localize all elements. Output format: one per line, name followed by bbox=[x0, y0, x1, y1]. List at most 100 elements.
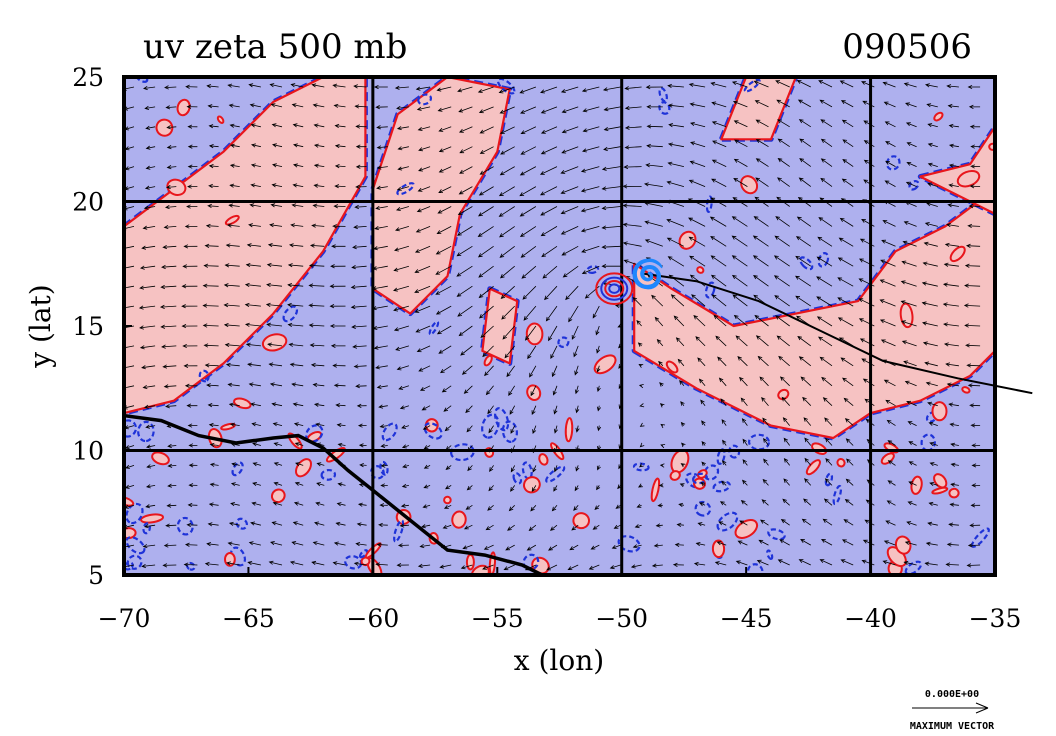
wind-vector bbox=[613, 524, 621, 529]
wind-vector bbox=[798, 559, 811, 566]
wind-vector bbox=[924, 561, 938, 566]
wind-vector bbox=[435, 265, 452, 275]
wind-vector bbox=[659, 403, 665, 408]
negative-contour-blob bbox=[320, 468, 337, 481]
wind-vector bbox=[290, 83, 304, 88]
wind-vector bbox=[229, 123, 240, 128]
wind-vector bbox=[946, 382, 959, 387]
wind-vector bbox=[145, 165, 156, 170]
wind-vector bbox=[166, 503, 177, 508]
wind-vector bbox=[354, 104, 367, 109]
wind-vector bbox=[970, 503, 981, 508]
wind-vector bbox=[417, 126, 431, 131]
wind-vector bbox=[333, 103, 346, 108]
negative-contour-blob bbox=[417, 93, 433, 106]
wind-vector bbox=[717, 356, 727, 367]
wind-vector bbox=[485, 524, 494, 531]
negative-contour-blob bbox=[137, 420, 155, 443]
wind-vector bbox=[527, 345, 537, 360]
wind-vector bbox=[900, 320, 917, 327]
wind-vector bbox=[206, 383, 219, 388]
wind-vector bbox=[314, 521, 325, 526]
wind-vector bbox=[903, 360, 917, 367]
wind-vector bbox=[659, 463, 665, 468]
wind-vector bbox=[288, 243, 304, 248]
wind-vector bbox=[167, 483, 177, 488]
wind-vector bbox=[204, 363, 219, 368]
wind-vector bbox=[423, 464, 431, 469]
wind-vector bbox=[379, 424, 388, 429]
positive-contour-blob bbox=[483, 354, 493, 367]
wind-vector bbox=[142, 225, 156, 230]
wind-vector bbox=[908, 441, 917, 446]
wind-vector bbox=[521, 265, 537, 279]
wind-vector bbox=[667, 103, 684, 108]
negative-contour-blob bbox=[186, 561, 196, 571]
wind-vector bbox=[229, 422, 240, 427]
wind-vector bbox=[311, 83, 325, 88]
wind-vector bbox=[248, 83, 261, 88]
wind-vector bbox=[247, 362, 261, 367]
wind-vector bbox=[376, 125, 388, 130]
wind-vector bbox=[308, 283, 325, 288]
wind-vector bbox=[674, 542, 684, 547]
wind-vector bbox=[482, 345, 494, 358]
wind-vector bbox=[520, 106, 537, 114]
wind-vector bbox=[763, 437, 769, 446]
wind-vector bbox=[397, 166, 409, 171]
negative-contour-blob bbox=[748, 433, 770, 451]
wind-vector bbox=[337, 442, 346, 447]
wind-vector bbox=[141, 245, 156, 250]
wind-vector bbox=[773, 275, 790, 287]
wind-vector bbox=[287, 302, 304, 308]
positive-contour-blob bbox=[151, 451, 170, 466]
wind-vector bbox=[550, 345, 558, 360]
negative-contour-blob bbox=[799, 256, 814, 271]
wind-vector bbox=[510, 425, 516, 434]
wind-vector bbox=[292, 163, 304, 168]
positive-contour-blob bbox=[948, 487, 960, 499]
negative-contour-blob bbox=[494, 407, 510, 432]
wind-vector bbox=[688, 236, 706, 247]
max-vector-legend: 0.000E+00 MAXIMUM VECTOR bbox=[910, 689, 995, 732]
wind-vector bbox=[272, 143, 283, 148]
wind-vector bbox=[143, 85, 156, 91]
wind-vector bbox=[161, 264, 177, 270]
wind-vector bbox=[244, 302, 261, 307]
wind-vector bbox=[645, 163, 663, 168]
wind-vector bbox=[271, 521, 283, 526]
wind-vector bbox=[184, 383, 198, 388]
wind-vector bbox=[144, 105, 156, 110]
wind-vector bbox=[401, 444, 410, 449]
wind-vector bbox=[500, 146, 515, 155]
positive-contour-blob bbox=[465, 553, 475, 571]
wind-vector bbox=[839, 80, 854, 88]
wind-vector bbox=[202, 283, 219, 288]
wind-vector bbox=[393, 285, 410, 292]
wind-vector bbox=[419, 543, 431, 549]
wind-vector bbox=[731, 216, 748, 227]
wind-vector bbox=[251, 422, 261, 427]
wind-vector bbox=[540, 106, 558, 114]
wind-vector bbox=[162, 563, 177, 568]
wind-vector bbox=[906, 162, 917, 167]
wind-vector bbox=[883, 540, 896, 546]
wind-vector bbox=[968, 204, 981, 209]
wind-vector bbox=[435, 245, 452, 255]
wind-vector bbox=[637, 483, 643, 488]
wind-vector bbox=[623, 259, 642, 267]
wind-vector bbox=[519, 186, 537, 197]
wind-vector bbox=[415, 325, 431, 333]
wind-vector bbox=[145, 484, 156, 489]
wind-vector bbox=[400, 503, 409, 508]
wind-vector bbox=[380, 463, 388, 468]
wind-vector bbox=[698, 378, 706, 387]
wind-vector bbox=[379, 503, 388, 508]
wind-vector bbox=[660, 423, 666, 429]
wind-vector bbox=[526, 544, 537, 551]
wind-vector bbox=[927, 142, 938, 148]
wind-vector bbox=[423, 445, 431, 450]
wind-vector bbox=[482, 564, 494, 570]
wind-vector bbox=[528, 524, 537, 531]
negative-contour-blob bbox=[126, 554, 143, 570]
